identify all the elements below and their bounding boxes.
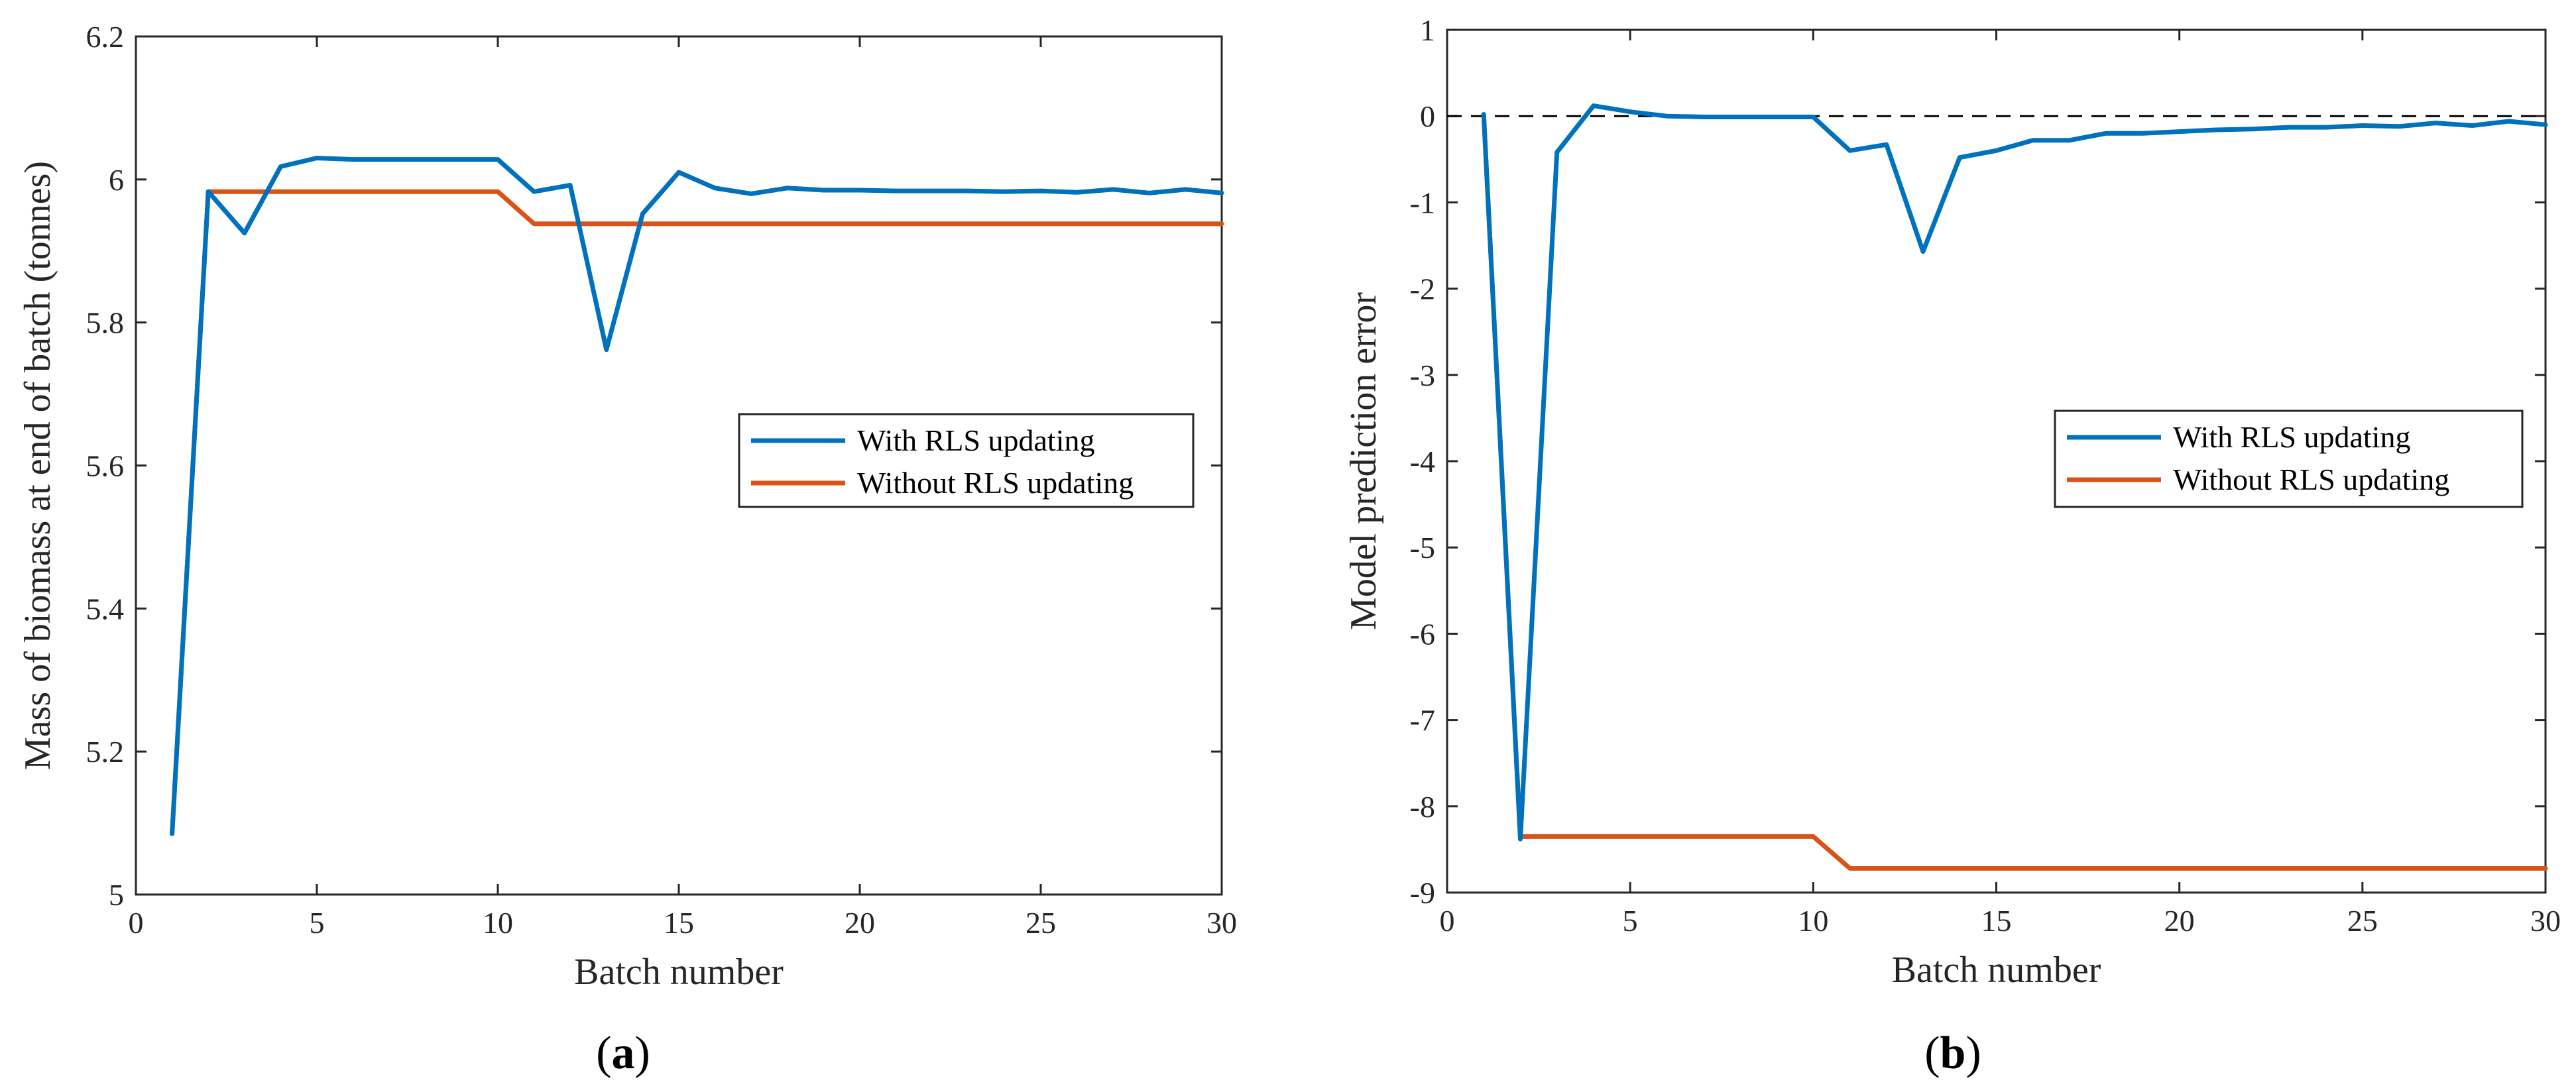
panel-a-y-tick-label: 5.2 <box>86 735 125 769</box>
panel-a-y-tick-label: 6.2 <box>86 20 125 54</box>
panel-a-x-axis-label: Batch number <box>574 952 784 993</box>
panel-a-x-tick-label: 5 <box>310 906 325 940</box>
panel-a-caption: (a) <box>596 1028 650 1079</box>
panel-a-x-tick-label: 25 <box>1025 906 1056 940</box>
panel-b-y-tick-label: -1 <box>1410 186 1435 219</box>
panel-a-caption-letter: a <box>612 1028 635 1079</box>
panel-b-y-tick-label: -9 <box>1410 876 1435 910</box>
panel-a-x-tick-label: 30 <box>1206 906 1237 940</box>
panel-a-y-tick-label: 5.8 <box>86 306 125 340</box>
panel-b-y-tick-label: 1 <box>1420 13 1435 47</box>
panel-b-y-tick-label: -2 <box>1410 272 1435 306</box>
panel-b-y-tick-label: 0 <box>1420 99 1435 133</box>
panel-a-x-tick-label: 20 <box>845 906 875 940</box>
panel-a-y-axis-label: Mass of biomass at end of batch (tonnes) <box>17 161 58 770</box>
panel-b-y-axis-label: Model prediction error <box>1343 292 1384 630</box>
panel-b-y-tick-label: -5 <box>1410 531 1435 565</box>
panel-b-x-tick-label: 15 <box>1981 904 2012 938</box>
panel-b-caption: (b) <box>1924 1028 1981 1079</box>
panel-b-x-tick-label: 0 <box>1440 904 1455 938</box>
panel-b-series-without-rls-line <box>1481 112 2548 871</box>
panel-b-x-tick-label: 10 <box>1798 904 1828 938</box>
panel-a-series-without-rls-line <box>170 189 1224 836</box>
panel-b-legend-label-with-rls: With RLS updating <box>2173 420 2410 454</box>
panel-b-y-tick-label: -3 <box>1410 358 1435 392</box>
panel-a-x-tick-label: 15 <box>664 906 694 940</box>
panel-b-caption-letter: b <box>1940 1028 1966 1079</box>
panel-b-series-with-rls-line <box>1481 103 2548 842</box>
panel-b-x-tick-label: 30 <box>2530 904 2561 938</box>
panel-b-y-tick-label: -8 <box>1410 790 1435 824</box>
panel-a-y-tick-label: 6 <box>109 163 124 197</box>
panel-b-y-tick-label: -6 <box>1410 617 1435 651</box>
panel-a-x-tick-label: 10 <box>483 906 513 940</box>
panel-b-legend-box <box>2054 410 2524 508</box>
panel-b-x-tick-label: 5 <box>1623 904 1638 938</box>
panel-a-y-tick-label: 5.4 <box>86 592 125 626</box>
panel-b-x-tick-label: 20 <box>2164 904 2195 938</box>
panel-a-y-tick-label: 5.6 <box>86 449 125 483</box>
panel-a-x-tick-label: 0 <box>129 906 144 940</box>
panel-b-y-tick-label: -7 <box>1410 704 1435 737</box>
panel-a-series-with-rls-line <box>170 156 1224 836</box>
panel-b-y-tick-label: -4 <box>1410 445 1435 478</box>
panel-a-legend-label-without-rls: Without RLS updating <box>857 466 1134 500</box>
panel-a-legend-label-with-rls: With RLS updating <box>857 423 1094 457</box>
panel-a-y-tick-label: 5 <box>109 878 124 912</box>
panel-b-x-tick-label: 25 <box>2347 904 2378 938</box>
panel-b-x-axis-label: Batch number <box>1892 950 2101 991</box>
panel-b: 0 5 10 15 20 25 30 -9 -8 -7 -6 -5 -4 -3 -2 -1 0 1 Batch nu… <box>1343 13 2561 991</box>
panel-b-legend-label-without-rls: Without RLS updating <box>2173 463 2449 496</box>
panel-a-legend-box <box>738 413 1195 508</box>
